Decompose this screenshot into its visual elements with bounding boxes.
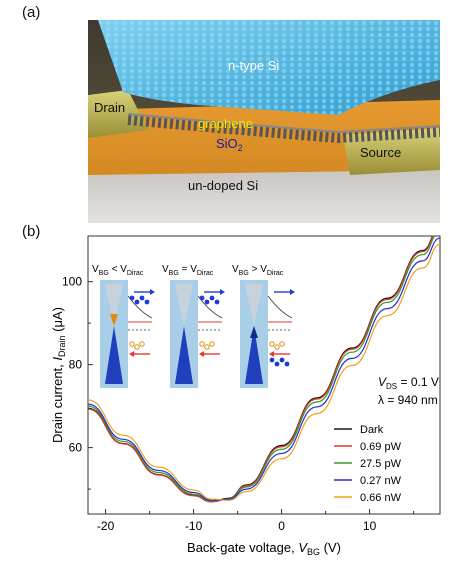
n-si-texture [98,20,440,115]
inset-title-1: VBG = VDirac [162,264,214,277]
lower-cone-2 [245,326,263,384]
electron-dot-0 [144,299,150,305]
graphene-label: graphene [198,116,253,131]
panel-a-label: (a) [22,4,41,21]
y-label-sub: Drain [57,335,67,357]
device-illustration: n-type Si Drain graphene SiO2 Source un-… [88,20,441,223]
hole-dot-1 [204,344,210,350]
data-curves [88,236,440,503]
sio2-label-sub: 2 [238,143,243,153]
graphene-edge [127,113,441,134]
band-curve-2 [267,295,293,319]
drain-electrode [88,90,148,138]
y-label-post: (μA) [50,307,65,335]
x-axis-label: Back-gate voltage, VBG (V) [187,540,341,557]
legend-label-2: 27.5 pW [360,458,402,470]
x-tick-label: 0 [278,519,285,533]
x-label-pre: Back-gate voltage, [187,540,298,555]
hole-dot-2 [269,341,275,347]
electron-dot-1 [209,295,215,301]
electron-dot-1 [214,299,220,305]
series-line-4 [88,243,440,501]
band-diagram-insets: VBG < VDirac VBG = VDirac VBG > VDirac [92,264,295,388]
legend-label-4: 0.66 nW [360,492,402,504]
electron-arrowhead-0 [150,289,155,295]
lower-cone-1 [175,326,193,384]
electron-dot-1 [199,295,205,301]
n-si-label: n-type Si [228,58,279,73]
legend-label-3: 0.27 nW [360,475,402,487]
upper-cone-2 [245,284,263,326]
hole-dot-2 [274,344,280,350]
upper-cone-1 [175,284,193,326]
electron-arrowhead-1 [220,289,225,295]
electron-dot-0 [134,299,140,305]
lambda-condition: λ = 940 nm [378,393,438,407]
y-label-italic: I [50,357,65,361]
electron-arrowhead-2 [290,289,295,295]
hole-arrowhead-1 [199,351,204,357]
hole-dot-1 [209,341,215,347]
legend: Dark 0.69 pW 27.5 pW 0.27 nW 0.66 nW [334,424,402,504]
vds-sub: DS [386,382,397,391]
electron-dot-0 [129,295,135,301]
inset-title-0: VBG < VDirac [92,264,144,277]
transfer-curve-chart: -20 -10 0 10 60 80 100 VBG < VDirac VBG = VDira… [0,226,469,574]
hole-dot-1 [199,341,205,347]
drain-label: Drain [94,100,125,115]
sio2-label: SiO2 [216,136,243,153]
y-label-pre: Drain current, [50,361,65,443]
x-tick-label: 10 [363,519,377,533]
y-tick-label: 60 [69,441,83,455]
lower-cone-0 [105,326,123,384]
legend-label-1: 0.69 pW [360,441,402,453]
hole-dot-2 [279,341,285,347]
legend-label-0: Dark [360,424,384,436]
vds-condition: VDS = 0.1 V [378,375,439,391]
source-electrode [343,128,440,175]
series-line-1 [88,236,434,503]
transfer-curve-svg: -20 -10 0 10 60 80 100 VBG < VDirac VBG = VDira… [50,235,441,557]
y-tick-label: 100 [62,275,82,289]
electron-dot-2 [279,357,285,363]
undoped-si-label: un-doped Si [188,178,258,193]
electron-fill-2 [250,326,258,338]
vds-value: = 0.1 V [397,375,439,389]
hole-dot-0 [129,341,135,347]
x-label-italic: V [298,540,308,555]
x-tick-label: -20 [97,519,115,533]
sio2-label-base: SiO [216,136,238,151]
hole-arrowhead-2 [269,351,274,357]
device-illustration-svg: n-type Si Drain graphene SiO2 Source un-… [88,20,441,223]
y-axis-label: Drain current, IDrain (μA) [50,307,67,443]
panel-b-label: (b) [22,223,41,240]
x-label-sub: BG [307,547,320,557]
electron-dot-0 [139,295,145,301]
source-label: Source [360,145,401,160]
upper-cone-0 [105,284,123,326]
electron-dot-2 [269,357,275,363]
x-tick-label: -10 [185,519,203,533]
graphene-sheet [127,115,441,144]
series-line-3 [88,237,440,501]
electron-dot-1 [204,299,210,305]
hole-fill-0 [110,314,118,326]
undoped-si-layer [88,170,440,223]
x-label-post: (V) [320,540,341,555]
electron-dot-2 [274,361,280,367]
hole-arrowhead-0 [129,351,134,357]
hole-dot-0 [134,344,140,350]
axis-ticks: -20 -10 0 10 60 80 100 [62,275,415,533]
hole-dot-0 [139,341,145,347]
electron-dot-2 [284,361,290,367]
y-tick-label: 80 [69,358,83,372]
series-line-2 [88,236,436,502]
vds-italic: V [378,375,387,389]
inset-title-2: VBG > VDirac [232,264,284,277]
